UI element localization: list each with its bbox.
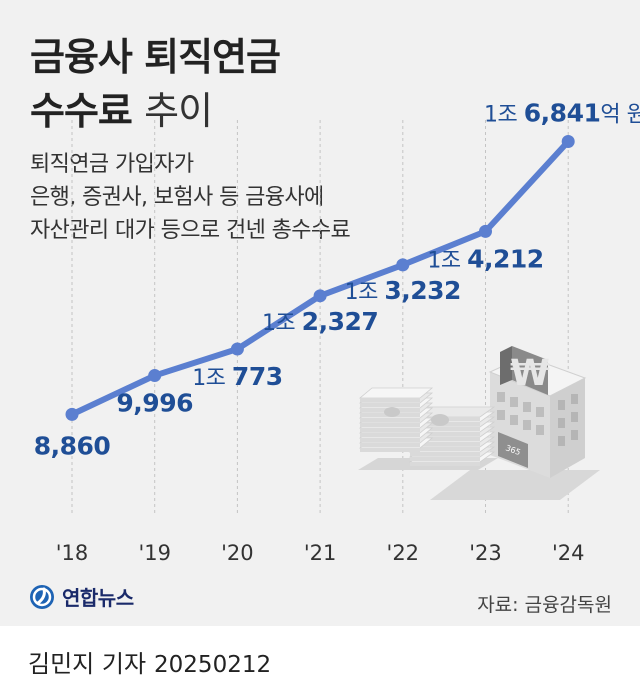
won-sign-icon: ₩ — [500, 346, 550, 395]
money-bill-edge — [410, 437, 480, 441]
x-tick-label: '19 — [138, 541, 171, 565]
source-note: 자료: 금융감독원 — [477, 594, 612, 616]
building-side-windows — [558, 394, 578, 446]
data-label-value: 8,860 — [34, 431, 111, 460]
building-windows — [497, 392, 544, 435]
data-label: 9,996 — [116, 389, 193, 418]
money-bill-edge — [410, 442, 480, 446]
data-label-unit: 억 원 — [600, 102, 640, 127]
byline: 김민지 기자 20250212 — [28, 644, 271, 679]
money-bill — [358, 387, 434, 399]
author-name: 김민지 기자 — [28, 650, 147, 678]
data-label-value: 6,841 — [524, 98, 601, 127]
money-bill-edge — [360, 418, 420, 422]
chart-title-line2: 수수료 추이 — [30, 80, 213, 135]
money-bill-edge — [410, 457, 480, 461]
description-line-2: 은행, 증권사, 보험사 등 금융사에 — [30, 185, 324, 210]
data-label-prefix: 1조 — [345, 280, 385, 305]
money-stack-right — [408, 406, 496, 466]
money-bill-edge — [410, 427, 480, 431]
chart-title: 금융사 퇴직연금 — [30, 35, 281, 79]
money-bill-edge — [410, 432, 480, 436]
data-label-value: 4,212 — [467, 244, 544, 273]
money-bill-edge — [360, 438, 420, 442]
data-point — [65, 407, 79, 421]
money-bill-edge — [410, 462, 480, 466]
x-tick-label: '23 — [469, 541, 502, 565]
data-points — [65, 134, 575, 421]
data-label: 1조 4,212 — [427, 244, 543, 273]
money-bill-edge — [360, 443, 420, 447]
money-stack-icon — [358, 387, 498, 470]
x-tick-label: '20 — [221, 541, 254, 565]
data-point — [230, 342, 244, 356]
data-point — [479, 224, 492, 238]
description-line-3: 자산관리 대가 등으로 건넨 총수수료 — [30, 218, 351, 243]
yonhap-logo-icon — [30, 584, 54, 609]
building-shadow — [430, 470, 600, 500]
bill-portrait — [431, 414, 449, 426]
money-bill-edge — [360, 428, 420, 432]
atm-panel — [498, 432, 528, 468]
yonhap-logo: 연합뉴스 — [28, 582, 134, 611]
data-label: 1조 773 — [192, 362, 282, 391]
data-label-value: 773 — [232, 362, 283, 391]
money-bill-edge — [360, 433, 420, 437]
money-bill-edge — [360, 398, 420, 402]
yonhap-logo-text: 연합뉴스 — [62, 586, 134, 610]
data-point — [148, 369, 162, 383]
publish-date: 20250212 — [154, 652, 272, 678]
data-label: 1조 2,327 — [262, 307, 378, 336]
x-tick-label: '21 — [304, 541, 337, 565]
title-bold-part: 수수료 — [30, 89, 133, 133]
money-bill-edge — [360, 423, 420, 427]
data-label-value: 2,327 — [302, 307, 379, 336]
description-line-1: 퇴직연금 가입자가 — [30, 152, 194, 177]
money-bill-edge — [410, 452, 480, 456]
bill-portrait-left — [384, 407, 400, 417]
money-bill-edge — [410, 447, 480, 451]
won-sign-glyph: ₩ — [510, 353, 550, 394]
x-tick-label: '24 — [552, 541, 585, 565]
x-tick-label: '22 — [387, 541, 420, 565]
money-bill-edge — [360, 403, 420, 407]
data-point — [396, 258, 410, 272]
x-tick-label: '18 — [56, 541, 89, 565]
title-light-part: 추이 — [144, 89, 213, 133]
money-bill-edge — [360, 448, 420, 452]
data-label: 1조 6,841억 원 — [484, 98, 640, 127]
data-label-prefix: 1조 — [192, 366, 232, 391]
data-label-value: 3,232 — [384, 276, 461, 305]
money-stack-left — [358, 387, 434, 452]
data-label-value: 9,996 — [116, 389, 193, 418]
chart-panel: 금융사 퇴직연금 수수료 추이 퇴직연금 가입자가 은행, 증권사, 보험사 등… — [0, 0, 640, 626]
x-axis-ticks: '18 '19 '20 '21 '22 '23 '24 — [56, 541, 585, 565]
data-label-prefix: 1조 — [427, 248, 467, 273]
data-label-prefix: 1조 — [262, 311, 302, 336]
bank-money-illustration: 365 ₩ — [358, 346, 600, 500]
data-label: 1조 3,232 — [345, 276, 461, 305]
data-point — [561, 134, 575, 148]
data-point — [313, 289, 327, 303]
data-label: 8,860 — [34, 431, 111, 460]
data-label-prefix: 1조 — [484, 102, 524, 127]
